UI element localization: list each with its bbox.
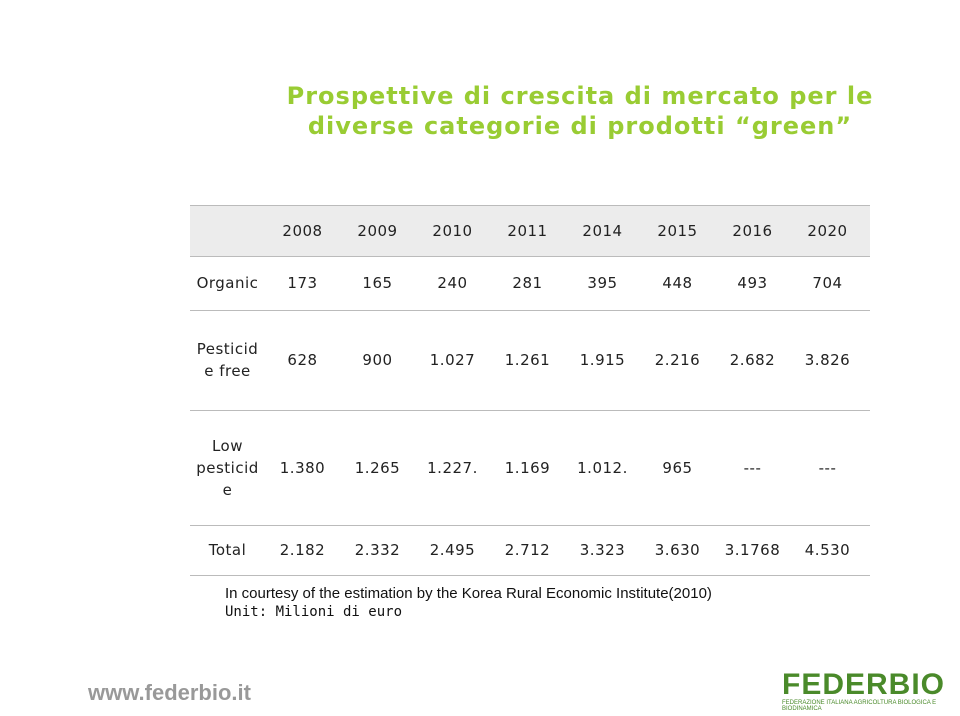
table-cell: 3.630 [654, 541, 701, 559]
title: diverse categorie di prodotti “green” [307, 112, 853, 140]
column-header: 2008 [282, 222, 323, 240]
column-header: 2016 [732, 222, 773, 240]
column-header: 2014 [582, 222, 623, 240]
table-cell: 1.261 [504, 351, 551, 369]
logo-subtitle: FEDERAZIONE ITALIANA AGRICOLTURA BIOLOGI… [782, 700, 937, 712]
row-label-line: Low [211, 436, 244, 455]
column-header: 2015 [657, 222, 698, 240]
table-cell: 281 [512, 273, 543, 292]
table-cell: 628 [287, 351, 318, 369]
column-header: 2020 [807, 222, 848, 240]
row-label-line: e free [204, 362, 251, 380]
row-label: Pesticid e free [190, 310, 265, 410]
row-label-line: Pesticid [196, 340, 259, 358]
table-cell: 1.012. [577, 458, 628, 477]
row-label: Total [190, 525, 265, 575]
table-cell: --- [818, 458, 837, 477]
row-label-line: Total [208, 541, 247, 559]
table-cell: 240 [437, 273, 468, 292]
table-cell: 2.216 [654, 351, 701, 369]
footnote-line: Unit: Milioni di euro [225, 604, 403, 620]
column-header: 2011 [507, 222, 548, 240]
table-cell: --- [743, 458, 762, 477]
table-row: Total 2.182 2.332 2.495 2.712 3.323 3.630 3.176… [190, 525, 870, 576]
table-cell: 2.332 [354, 541, 401, 559]
footer-url: www.federbio.it [88, 680, 251, 705]
header-row: 2008 2009 2010 2011 2014 2015 2016 2020 [190, 205, 870, 257]
column-header: 2009 [357, 222, 398, 240]
row-label-line: Organic [196, 273, 259, 292]
table-cell: 704 [812, 273, 843, 292]
table-cell: 3.1768 [724, 541, 781, 559]
table-cell: 3.826 [804, 351, 851, 369]
table-cell: 2.495 [429, 541, 476, 559]
row-label: Low pesticid e [190, 410, 265, 525]
table-cell: 493 [737, 273, 768, 292]
table-cell: 165 [362, 273, 393, 292]
table-cell: 2.182 [279, 541, 326, 559]
table-cell: 4.530 [804, 541, 851, 559]
row-label: Organic [190, 255, 265, 310]
logo: FEDERBIO [782, 668, 946, 701]
row-label-line: pesticid [196, 458, 259, 477]
table-cell: 395 [587, 273, 618, 292]
table-cell: 965 [662, 458, 693, 477]
table-cell: 1.227. [427, 458, 478, 477]
footnote-line: In courtesy of the estimation by the Kor… [225, 585, 712, 602]
title: Prospettive di crescita di mercato per l… [286, 82, 874, 110]
table-cell: 173 [287, 273, 318, 292]
table-cell: 2.712 [504, 541, 551, 559]
table-cell: 1.265 [354, 458, 401, 477]
footnote: In courtesy of the estimation by the Kor… [225, 585, 725, 620]
table-cell: 900 [362, 351, 393, 369]
table-cell: 1.169 [504, 458, 551, 477]
table-row: Low pesticid e 1.380 1.265 1.227. 1.169 1.012. 9… [190, 410, 870, 526]
table-row: Pesticid e free 628 900 1.027 1.261 1.915 2.216… [190, 310, 870, 411]
table-cell: 2.682 [729, 351, 776, 369]
table-row: Organic 173 165 240 281 395 448 493 704 [190, 255, 870, 311]
table-cell: 1.915 [579, 351, 626, 369]
row-label-line: e [222, 480, 233, 499]
table-cell: 1.380 [279, 458, 326, 477]
table-cell: 1.027 [429, 351, 476, 369]
column-header: 2010 [432, 222, 473, 240]
table-cell: 448 [662, 273, 693, 292]
table-cell: 3.323 [579, 541, 626, 559]
